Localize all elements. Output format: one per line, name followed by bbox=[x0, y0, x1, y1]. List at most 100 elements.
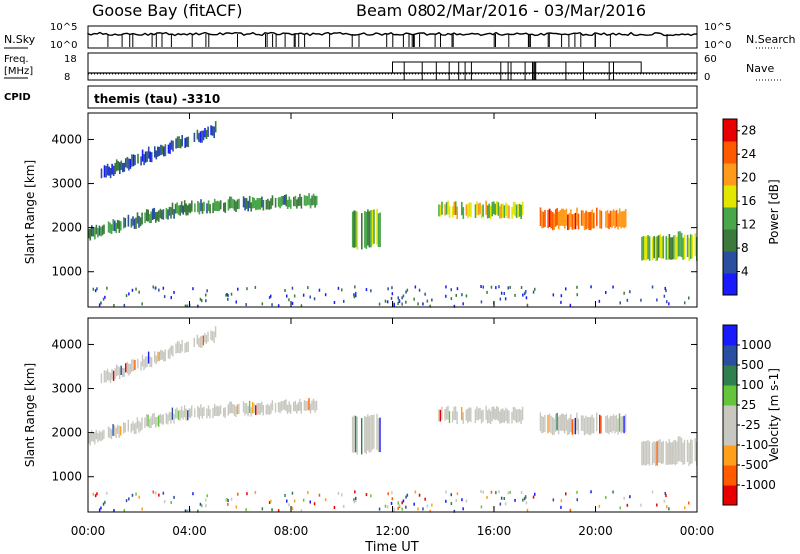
power-echo-speckle bbox=[307, 286, 309, 290]
velocity-echo-column bbox=[112, 370, 115, 381]
power-echo-column bbox=[615, 210, 618, 227]
velocity-echo-column bbox=[95, 429, 97, 440]
velocity-echo-column bbox=[176, 341, 179, 353]
velocity-echo-column bbox=[589, 416, 592, 436]
velocity-echo-column bbox=[294, 400, 296, 412]
velocity-echo-column bbox=[204, 333, 206, 343]
velocity-echo-speckle bbox=[186, 509, 188, 513]
power-echo-column bbox=[123, 217, 125, 229]
power-echo-speckle bbox=[629, 290, 631, 294]
power-echo-speckle bbox=[498, 285, 500, 289]
velocity-echo-column bbox=[497, 407, 499, 421]
velocity-echo-speckle bbox=[480, 505, 483, 509]
velocity-echo-column bbox=[489, 410, 492, 425]
velocity-echo-speckle bbox=[684, 506, 686, 510]
colorbar-segment bbox=[723, 445, 737, 466]
power-echo-column bbox=[148, 214, 151, 224]
y-tick-label: 3000 bbox=[51, 177, 82, 191]
velocity-echo-column bbox=[188, 408, 190, 418]
power-colorbar-label: Power [dB] bbox=[767, 179, 781, 244]
velocity-echo-column bbox=[213, 403, 216, 416]
velocity-echo-column bbox=[445, 407, 448, 420]
power-echo-speckle bbox=[158, 288, 160, 292]
nsearch-tick-bottom: 10^0 bbox=[704, 40, 731, 51]
velocity-echo-column bbox=[296, 404, 298, 414]
power-echo-column bbox=[314, 195, 316, 208]
power-y-axis: 1000 2000 3000 4000 bbox=[51, 132, 697, 279]
velocity-echo-column bbox=[641, 441, 643, 466]
power-echo-column bbox=[170, 207, 172, 219]
velocity-echo-column bbox=[300, 401, 302, 414]
velocity-echo-column bbox=[309, 403, 312, 414]
power-echo-speckle bbox=[431, 298, 433, 302]
velocity-echo-column bbox=[215, 406, 217, 416]
velocity-echo-column bbox=[202, 335, 205, 346]
power-echo-speckle bbox=[560, 294, 563, 298]
power-echo-column bbox=[113, 220, 116, 232]
power-echo-speckle bbox=[456, 287, 459, 291]
power-echo-column bbox=[194, 203, 196, 213]
power-echo-column bbox=[642, 236, 645, 260]
colorbar-segment bbox=[723, 345, 737, 366]
power-echo-column bbox=[145, 209, 148, 222]
velocity-echo-column bbox=[582, 415, 584, 432]
velocity-echo-speckle bbox=[598, 504, 601, 508]
freq-panel-frame bbox=[87, 52, 698, 81]
power-echo-column bbox=[617, 213, 619, 230]
velocity-echo-column bbox=[311, 400, 313, 411]
velocity-echo-column bbox=[368, 416, 370, 453]
colorbar-tick-label: -100 bbox=[741, 438, 768, 452]
power-echo-column bbox=[679, 231, 681, 257]
velocity-echo-column bbox=[588, 417, 590, 435]
velocity-echo-column bbox=[145, 414, 148, 427]
velocity-echo-column bbox=[547, 414, 549, 434]
velocity-echo-column bbox=[665, 441, 667, 465]
power-echo-speckle bbox=[406, 288, 409, 292]
power-echo-speckle bbox=[462, 302, 464, 306]
velocity-echo-column bbox=[306, 400, 309, 411]
power-echo-column bbox=[100, 227, 102, 237]
power-echo-speckle bbox=[302, 293, 305, 297]
velocity-echo-column bbox=[129, 363, 131, 374]
velocity-echo-column bbox=[517, 409, 519, 423]
velocity-echo-column bbox=[256, 403, 258, 415]
power-echo-column bbox=[197, 201, 199, 213]
velocity-echo-column bbox=[163, 351, 165, 362]
power-echo-column bbox=[539, 207, 542, 227]
power-echo-column bbox=[132, 154, 135, 167]
power-echo-column bbox=[299, 193, 301, 206]
power-echo-speckle bbox=[445, 294, 447, 298]
velocity-echo-column bbox=[111, 368, 113, 380]
colorbar-tick-label: 500 bbox=[741, 358, 764, 372]
colorbar-tick-label: 25 bbox=[741, 398, 756, 412]
velocity-echo-speckle bbox=[141, 507, 143, 511]
velocity-echo-column bbox=[149, 356, 151, 367]
velocity-echo-column bbox=[580, 415, 583, 431]
velocity-echo-column bbox=[122, 368, 124, 378]
power-echo-column bbox=[204, 128, 206, 138]
colorbar-tick-label: -25 bbox=[741, 418, 761, 432]
power-echo-column bbox=[662, 235, 665, 259]
velocity-echo-column bbox=[279, 402, 281, 414]
velocity-echo-column bbox=[567, 419, 569, 436]
power-echo-column bbox=[215, 201, 217, 211]
velocity-echo-speckle bbox=[397, 501, 399, 505]
velocity-echo-column bbox=[453, 406, 455, 420]
velocity-echo-speckle bbox=[623, 496, 625, 500]
velocity-echo-column bbox=[514, 407, 516, 422]
velocity-echo-column bbox=[465, 409, 467, 421]
velocity-echo-speckle bbox=[227, 499, 229, 502]
velocity-echo-column bbox=[206, 408, 208, 419]
velocity-echo-column bbox=[126, 361, 128, 374]
velocity-echo-column bbox=[113, 425, 116, 437]
velocity-echo-speckle bbox=[514, 498, 516, 502]
power-echo-column bbox=[187, 136, 190, 148]
power-echo-column bbox=[157, 146, 159, 157]
velocity-echo-column bbox=[614, 415, 616, 434]
power-echo-column bbox=[461, 201, 463, 216]
velocity-echo-column bbox=[656, 441, 658, 466]
power-echo-column bbox=[515, 204, 518, 218]
velocity-echo-column bbox=[571, 419, 573, 435]
velocity-echo-speckle bbox=[94, 494, 97, 498]
velocity-echo-speckle bbox=[417, 507, 419, 511]
